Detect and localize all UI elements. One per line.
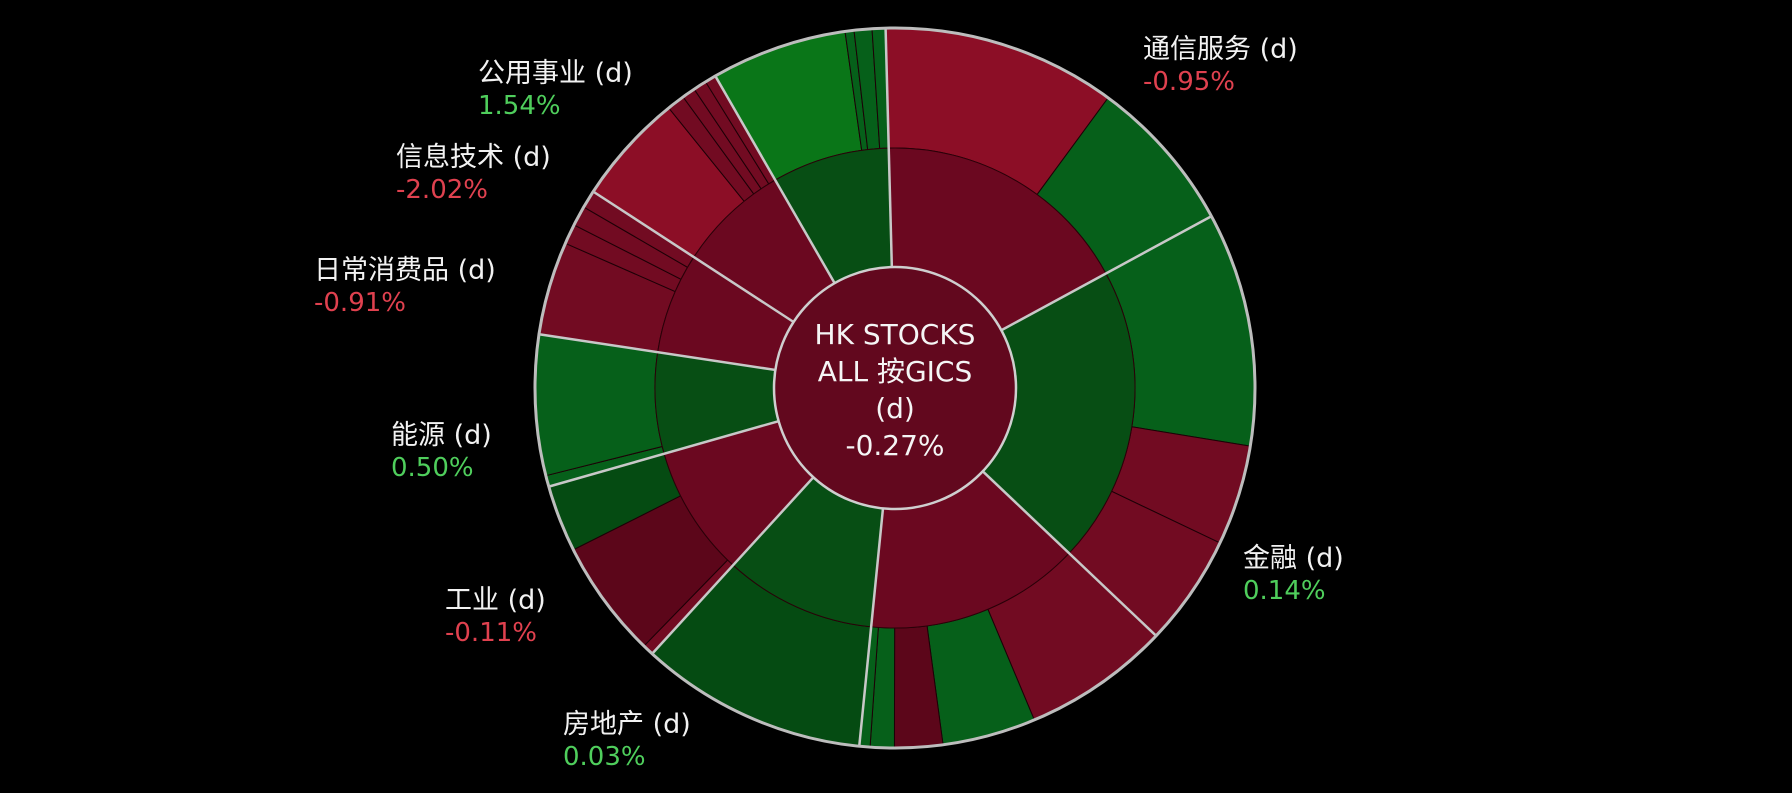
sector-divider: [592, 190, 795, 324]
center-title-line2: ALL 按GICS: [817, 355, 973, 388]
outer-ring: [534, 27, 1256, 749]
sector-divider: [1000, 215, 1212, 332]
sector-change: 0.14%: [1243, 575, 1326, 606]
sector-divider: [651, 476, 815, 655]
center-title-line3: (d): [875, 392, 915, 425]
center-title-line1: HK STOCKS: [814, 318, 976, 351]
sector-label-consumer-staples[interactable]: 日常消费品 (d) -0.91%: [314, 255, 496, 320]
sector-change: -0.11%: [445, 617, 537, 648]
sector-label-industrials[interactable]: 工业 (d) -0.11%: [445, 585, 546, 650]
sector-label-utilities[interactable]: 公用事业 (d) 1.54%: [478, 58, 633, 123]
sector-name: 公用事业 (d): [478, 58, 633, 89]
sector-label-financials[interactable]: 金融 (d) 0.14%: [1243, 543, 1344, 608]
sector-divider: [884, 28, 894, 268]
sector-change: -0.91%: [314, 287, 406, 318]
sector-change: -0.95%: [1143, 66, 1235, 97]
sector-label-communication[interactable]: 通信服务 (d) -0.95%: [1143, 34, 1298, 99]
sector-name: 金融 (d): [1243, 543, 1344, 574]
sector-divider: [548, 419, 779, 488]
center-hub[interactable]: [772, 265, 1018, 511]
sector-dividers: [538, 28, 1212, 747]
sector-name: 房地产 (d): [563, 709, 691, 740]
sector-change: -2.02%: [396, 174, 488, 205]
inner-ring: [654, 147, 1136, 629]
sector-name: 通信服务 (d): [1143, 34, 1298, 65]
sector-divider: [858, 508, 885, 747]
center-label[interactable]: HK STOCKS ALL 按GICS (d) -0.27%: [795, 316, 995, 464]
sector-name: 日常消费品 (d): [314, 255, 496, 286]
sector-name: 能源 (d): [391, 420, 492, 451]
sector-divider: [714, 75, 836, 284]
outer-border: [533, 26, 1257, 750]
sector-divider: [981, 470, 1157, 637]
sector-name: 信息技术 (d): [396, 142, 551, 173]
sector-divider: [538, 333, 776, 372]
sector-change: 0.50%: [391, 452, 474, 483]
sector-change: 0.03%: [563, 741, 646, 772]
sector-label-energy[interactable]: 能源 (d) 0.50%: [391, 420, 492, 485]
center-change: -0.27%: [845, 429, 945, 462]
sector-label-information-technology[interactable]: 信息技术 (d) -2.02%: [396, 142, 551, 207]
sector-name: 工业 (d): [445, 585, 546, 616]
sector-label-real-estate[interactable]: 房地产 (d) 0.03%: [563, 709, 691, 774]
sector-change: 1.54%: [478, 90, 561, 121]
